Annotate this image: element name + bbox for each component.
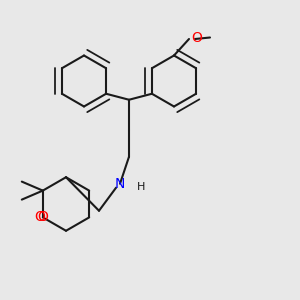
Text: O: O [191, 31, 202, 44]
Text: N: N [115, 177, 125, 191]
Text: O: O [34, 210, 45, 224]
Text: H: H [137, 182, 145, 192]
Text: O: O [38, 210, 48, 224]
